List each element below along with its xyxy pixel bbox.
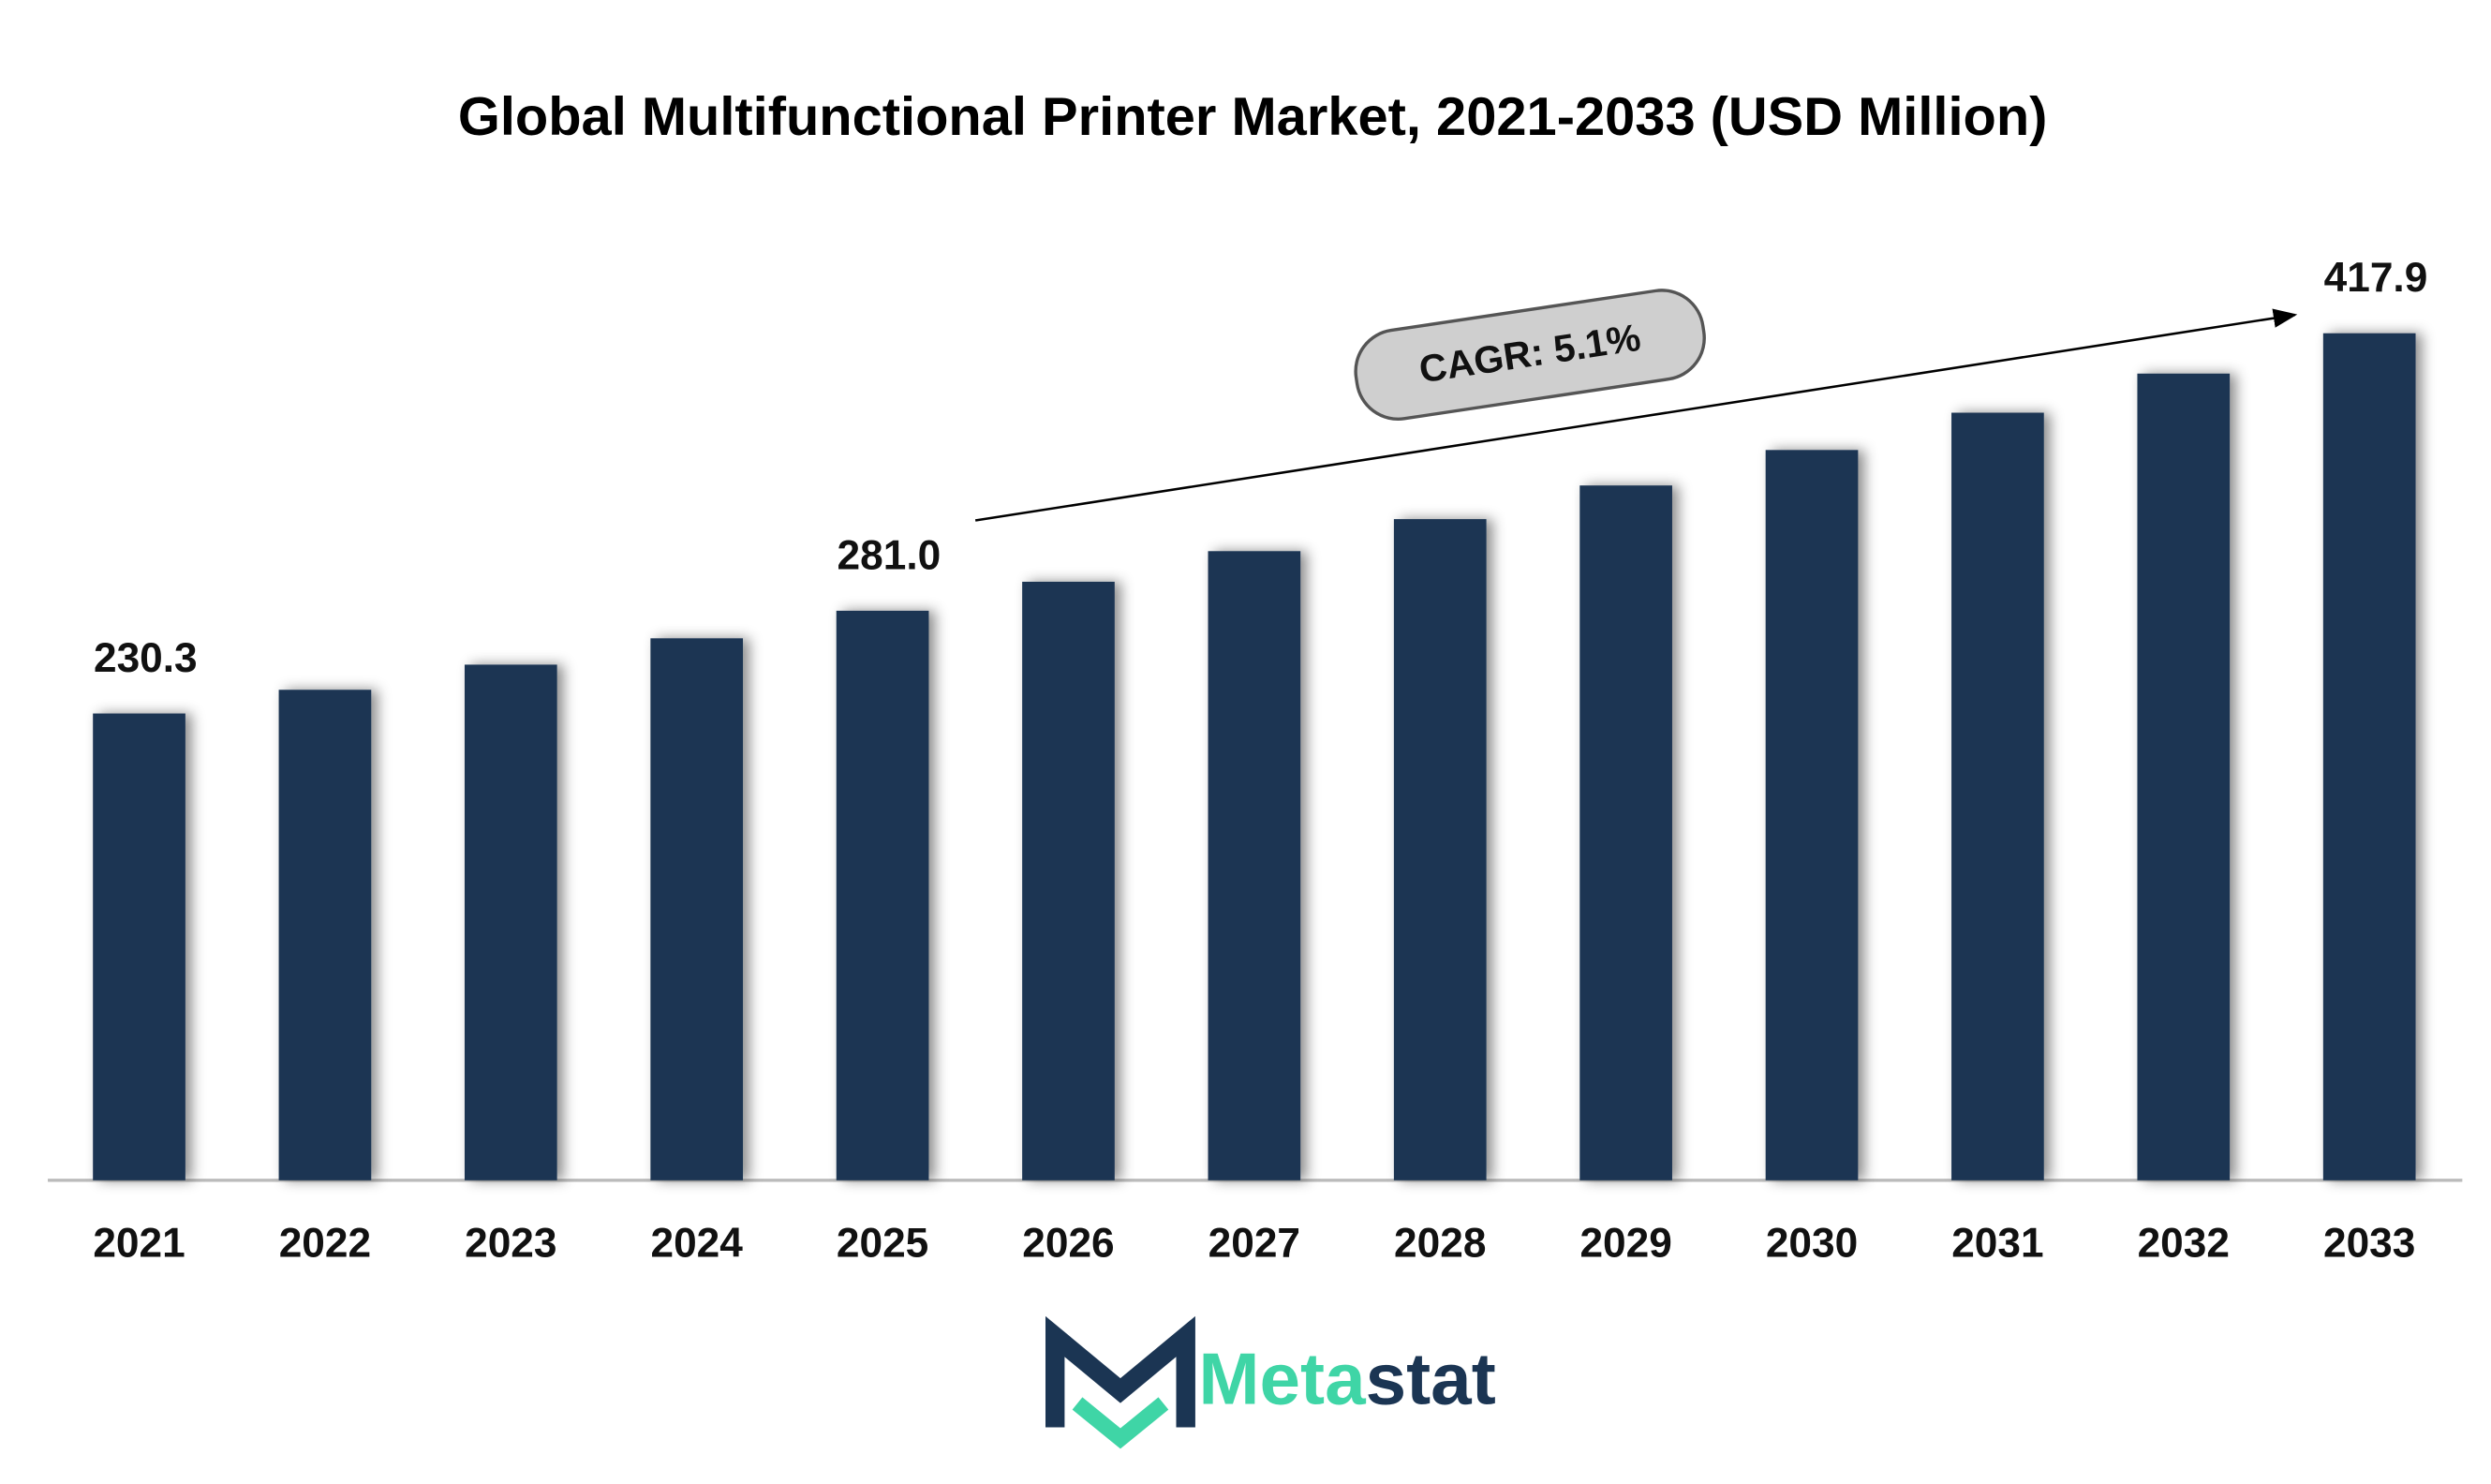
logo: Metastat — [1045, 1315, 1496, 1449]
bar — [1765, 450, 1859, 1180]
value-label: 230.3 — [94, 635, 198, 681]
x-tick-label: 2024 — [651, 1220, 744, 1266]
logo-part: Meta — [1198, 1337, 1367, 1419]
logo-text: Metastat — [1198, 1337, 1495, 1419]
bar — [1022, 581, 1115, 1180]
bar — [650, 638, 744, 1180]
x-tick-label: 2029 — [1579, 1220, 1671, 1266]
bar — [1393, 519, 1487, 1180]
bar — [278, 690, 372, 1180]
x-tick-label: 2032 — [2138, 1220, 2230, 1266]
cagr-box: CAGR: 5.1% — [1354, 289, 1706, 422]
logo-part: stat — [1366, 1337, 1496, 1419]
logo-icon-accent — [1072, 1397, 1169, 1449]
x-tick-label: 2025 — [837, 1220, 928, 1266]
x-tick-label: 2023 — [465, 1220, 556, 1266]
x-tick-label: 2030 — [1766, 1220, 1858, 1266]
chart-title: Global Multifunctional Printer Market, 2… — [458, 87, 2048, 147]
bar — [464, 664, 557, 1180]
x-tick-label: 2027 — [1208, 1220, 1300, 1266]
x-tick-label: 2026 — [1022, 1220, 1114, 1266]
bar — [1951, 412, 2044, 1180]
bar — [2137, 373, 2231, 1180]
x-tick-label: 2031 — [1951, 1220, 2043, 1266]
value-label: 281.0 — [838, 532, 942, 578]
value-label: 417.9 — [2324, 255, 2428, 301]
bar — [836, 610, 929, 1180]
x-tick-label: 2033 — [2323, 1220, 2415, 1266]
cagr-bubble — [1354, 289, 1706, 422]
x-tick-label: 2021 — [93, 1220, 185, 1266]
x-tick-label: 2022 — [279, 1220, 371, 1266]
bar — [1579, 485, 1672, 1180]
bar — [1208, 551, 1301, 1180]
bar — [2322, 333, 2416, 1180]
x-tick-label: 2028 — [1394, 1220, 1486, 1266]
bar — [93, 713, 185, 1180]
logo-icon — [1045, 1315, 1195, 1428]
trend-arrow — [974, 308, 2298, 522]
